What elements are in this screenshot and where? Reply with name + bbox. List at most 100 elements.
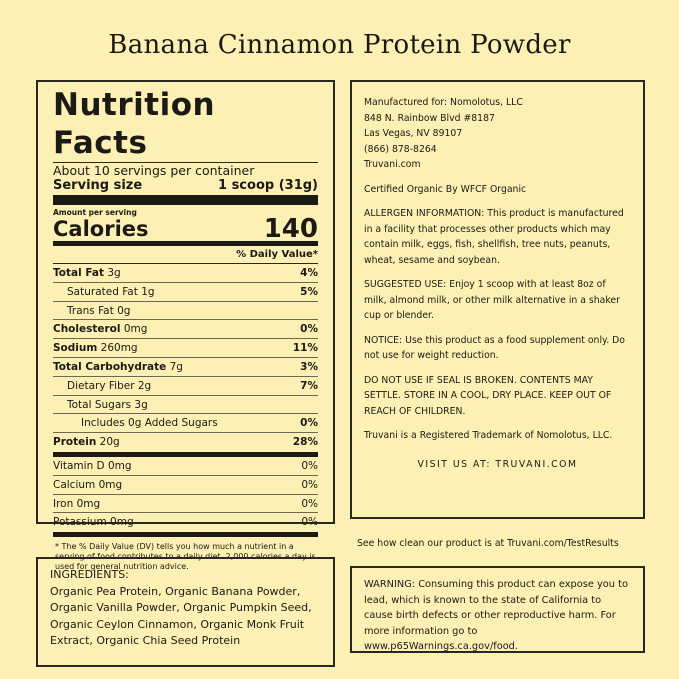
nutrient-daily-value: 7% <box>300 379 318 392</box>
nutrient-row: Total Fat 3g 4% <box>53 264 318 283</box>
nutrient-row: Potassium 0mg 0% <box>53 513 318 532</box>
nutrient-label: Dietary Fiber 2g <box>53 377 151 395</box>
nutrient-row: Calcium 0mg 0% <box>53 476 318 495</box>
product-title: Banana Cinnamon Protein Powder <box>108 30 571 60</box>
test-results-note: See how clean our product is at Truvani.… <box>357 538 619 549</box>
nutrient-row: Total Carbohydrate 7g 3% <box>53 358 318 377</box>
nutrient-name: Potassium <box>53 516 107 529</box>
nutrient-amount: 7g <box>169 360 183 373</box>
manufacturer-line: Manufactured for: Nomolotus, LLC <box>364 97 523 108</box>
nutrient-label: Calcium 0mg <box>53 476 122 494</box>
nutrient-label: Includes 0g Added Sugars <box>53 414 218 432</box>
nutrition-heading: Nutrition Facts <box>53 86 318 163</box>
nutrient-label: Total Sugars 3g <box>53 396 148 414</box>
nutrient-name: Total Carbohydrate <box>53 360 167 373</box>
nutrient-name: Total Sugars <box>67 398 132 411</box>
nutrient-amount: 3g <box>134 398 148 411</box>
nutrient-name: Total Fat <box>53 267 105 279</box>
nutrient-label: Protein 20g <box>53 433 120 452</box>
nutrient-amount: 0mg <box>123 323 148 336</box>
manufacturer-address: Manufactured for: Nomolotus, LLC 848 N. … <box>364 95 631 173</box>
ingredients-panel: INGREDIENTS: Organic Pea Protein, Organi… <box>36 557 335 667</box>
nutrient-name: Includes 0g Added Sugars <box>81 417 218 430</box>
nutrient-label: Saturated Fat 1g <box>53 283 155 301</box>
nutrient-daily-value: 3% <box>300 360 318 373</box>
calories-label: Calories <box>53 217 149 241</box>
serving-size-value: 1 scoop (31g) <box>218 178 318 193</box>
serving-size-label: Serving size <box>53 178 143 193</box>
nutrient-amount: 0mg <box>108 459 132 472</box>
nutrient-row: Cholesterol 0mg 0% <box>53 320 318 340</box>
manufacturer-line: Las Vegas, NV 89107 <box>364 128 463 139</box>
nutrient-row: Iron 0mg 0% <box>53 495 318 514</box>
nutrient-label: Total Fat 3g <box>53 264 121 282</box>
nutrient-label: Total Carbohydrate 7g <box>53 358 183 376</box>
nutrient-amount: 1g <box>141 285 155 298</box>
nutrient-name: Cholesterol <box>53 323 121 336</box>
nutrient-row: Sodium 260mg 11% <box>53 339 318 358</box>
nutrient-daily-value: 0% <box>300 417 318 430</box>
calories-row: Calories 140 <box>53 214 318 244</box>
manufacturer-line: 848 N. Rainbow Blvd #8187 <box>364 112 495 124</box>
nutrient-daily-value: 4% <box>300 267 318 279</box>
nutrient-label: Trans Fat 0g <box>53 302 130 320</box>
divider-medium <box>53 532 318 538</box>
nutrient-daily-value: 0% <box>301 497 318 510</box>
manufacturer-info-panel: Manufactured for: Nomolotus, LLC 848 N. … <box>350 80 645 519</box>
visit-website: VISIT US AT: TRUVANI.COM <box>417 458 578 470</box>
prop65-warning-panel: WARNING: Consuming this product can expo… <box>350 566 645 653</box>
ingredients-heading: INGREDIENTS: <box>50 568 129 581</box>
suggested-use: SUGGESTED USE: Enjoy 1 scoop with at lea… <box>364 279 620 321</box>
trademark: Truvani is a Registered Trademark of Nom… <box>364 430 613 441</box>
nutrient-label: Potassium 0mg <box>53 513 134 532</box>
divider-medium <box>53 451 318 457</box>
nutrient-label: Sodium 260mg <box>53 339 138 357</box>
nutrient-label: Vitamin D 0mg <box>53 457 132 475</box>
nutrient-amount: 0mg <box>76 497 101 510</box>
nutrient-amount: 0mg <box>98 478 123 491</box>
nutrient-label: Cholesterol 0mg <box>53 320 147 338</box>
nutrient-amount: 0mg <box>110 516 134 529</box>
manufacturer-phone: (866) 878-8264 <box>364 143 437 155</box>
nutrient-daily-value: 0% <box>300 323 318 336</box>
daily-value-header: % Daily Value* <box>53 246 318 264</box>
allergen-info: ALLERGEN INFORMATION: This product is ma… <box>364 208 624 266</box>
nutrient-daily-value: 28% <box>292 436 318 449</box>
nutrient-name: Sodium <box>53 342 98 355</box>
ingredients-list: Organic Pea Protein, Organic Banana Powd… <box>50 584 312 648</box>
divider-thick <box>53 195 318 205</box>
nutrient-name: Iron <box>53 497 74 510</box>
seal-warning: DO NOT USE IF SEAL IS BROKEN. CONTENTS M… <box>364 374 612 417</box>
nutrient-amount: 0g <box>117 304 131 317</box>
nutrient-daily-value: 5% <box>300 285 318 298</box>
nutrient-row: Vitamin D 0mg 0% <box>53 457 318 476</box>
nutrient-label: Iron 0mg <box>53 495 100 513</box>
certified-organic: Certified Organic By WFCF Organic <box>364 183 527 195</box>
nutrient-row: Protein 20g 28% <box>53 433 318 452</box>
nutrient-name: Dietary Fiber <box>67 379 135 392</box>
dv-footnote: * The % Daily Value (DV) tells you how m… <box>55 542 316 572</box>
warning-text: WARNING: Consuming this product can expo… <box>364 579 628 652</box>
nutrient-daily-value: 0% <box>301 478 318 491</box>
manufacturer-website: Truvani.com <box>364 159 421 170</box>
nutrient-name: Protein <box>53 436 97 449</box>
nutrient-row: Trans Fat 0g <box>53 302 318 321</box>
nutrient-row: Includes 0g Added Sugars 0% <box>53 414 318 434</box>
nutrient-amount: 260mg <box>100 342 138 355</box>
nutrient-daily-value: 0% <box>301 459 318 472</box>
nutrient-row: Total Sugars 3g <box>53 396 318 415</box>
serving-size: Serving size 1 scoop (31g) <box>53 178 318 193</box>
calories-value: 140 <box>263 214 318 244</box>
nutrition-facts-panel: Nutrition Facts About 10 servings per co… <box>36 80 335 571</box>
nutrient-daily-value: 11% <box>292 342 318 355</box>
nutrient-name: Saturated Fat <box>67 285 138 298</box>
nutrient-amount: 2g <box>137 379 152 392</box>
servings-per-container: About 10 servings per container <box>53 163 255 178</box>
nutrient-daily-value: 0% <box>301 516 318 529</box>
nutrient-amount: 20g <box>99 436 120 449</box>
nutrient-amount: 3g <box>107 267 121 279</box>
notice: NOTICE: Use this product as a food suppl… <box>364 334 625 362</box>
divider-medium <box>53 241 318 246</box>
nutrient-name: Vitamin D <box>53 459 105 472</box>
nutrient-row: Dietary Fiber 2g 7% <box>53 377 318 396</box>
